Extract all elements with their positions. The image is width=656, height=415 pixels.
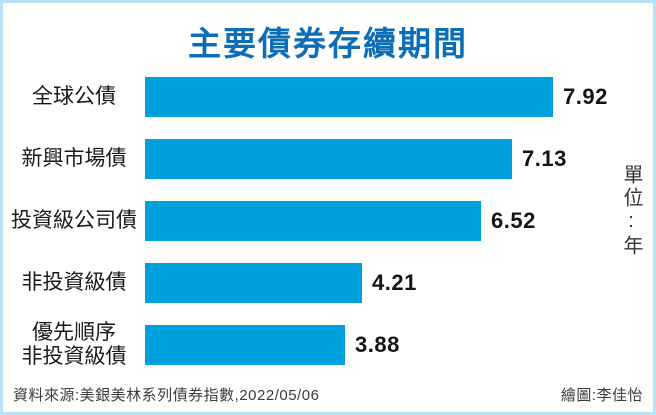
bar	[145, 325, 345, 365]
category-label: 優先順序 非投資級債	[21, 320, 127, 368]
bar-area: 7.92	[145, 77, 653, 117]
chart-row: 全球公債 7.92	[3, 77, 653, 117]
bar	[145, 139, 512, 179]
bar-chart: 全球公債 7.92 新興市場債 7.13 投資級公司債 6.52 非投資級債	[3, 77, 653, 387]
chart-row: 投資級公司債 6.52	[3, 201, 653, 241]
category-label: 投資級公司債	[11, 208, 137, 232]
category-label: 新興市場債	[21, 146, 127, 170]
value-label: 7.92	[563, 84, 608, 109]
category-label: 非投資級債	[21, 270, 127, 294]
bar	[145, 77, 553, 117]
chart-row: 新興市場債 7.13	[3, 139, 653, 179]
bar-area: 6.52	[145, 201, 653, 241]
bar	[145, 263, 362, 303]
value-label: 4.21	[372, 270, 417, 295]
chart-row: 優先順序 非投資級債 3.88	[3, 321, 653, 368]
bar	[145, 201, 481, 241]
chart-row: 非投資級債 4.21	[3, 263, 653, 303]
unit-label: 單位:年	[620, 164, 642, 258]
value-label: 7.13	[522, 146, 567, 171]
bar-area: 3.88	[145, 325, 653, 365]
bar-area: 7.13	[145, 139, 653, 179]
value-label: 6.52	[491, 208, 536, 233]
value-label: 3.88	[355, 332, 400, 357]
chart-title: 主要債券存續期間	[188, 25, 468, 62]
category-label: 全球公債	[32, 84, 116, 108]
bar-area: 4.21	[145, 263, 653, 303]
credit-note: 繪圖:李佳怡	[560, 387, 643, 404]
source-note: 資料來源:美銀美林系列債券指數,2022/05/06	[13, 387, 320, 404]
